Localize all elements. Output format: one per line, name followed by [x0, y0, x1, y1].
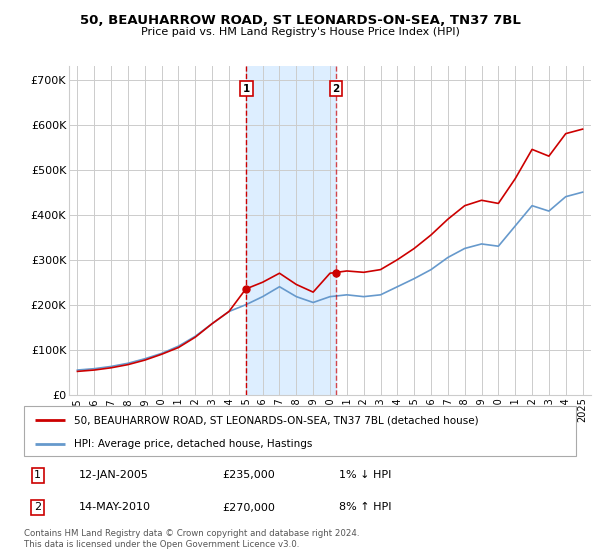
Text: £235,000: £235,000 [223, 470, 275, 480]
Bar [247, 66, 336, 395]
Text: 12-JAN-2005: 12-JAN-2005 [79, 470, 149, 480]
Text: 1: 1 [242, 83, 250, 94]
Point [331, 269, 341, 278]
Text: 2: 2 [34, 502, 41, 512]
Text: Contains HM Land Registry data © Crown copyright and database right 2024.
This d: Contains HM Land Registry data © Crown c… [24, 529, 359, 549]
FancyBboxPatch shape [24, 406, 576, 456]
Text: 2: 2 [332, 83, 340, 94]
Text: 14-MAY-2010: 14-MAY-2010 [79, 502, 151, 512]
Text: 1: 1 [34, 470, 41, 480]
Text: 50, BEAUHARROW ROAD, ST LEONARDS-ON-SEA, TN37 7BL (detached house): 50, BEAUHARROW ROAD, ST LEONARDS-ON-SEA,… [74, 415, 478, 425]
Text: Price paid vs. HM Land Registry's House Price Index (HPI): Price paid vs. HM Land Registry's House … [140, 27, 460, 37]
Text: 1% ↓ HPI: 1% ↓ HPI [338, 470, 391, 480]
Text: 50, BEAUHARROW ROAD, ST LEONARDS-ON-SEA, TN37 7BL: 50, BEAUHARROW ROAD, ST LEONARDS-ON-SEA,… [80, 14, 520, 27]
Text: 8% ↑ HPI: 8% ↑ HPI [338, 502, 391, 512]
Text: HPI: Average price, detached house, Hastings: HPI: Average price, detached house, Hast… [74, 439, 312, 449]
Text: £270,000: £270,000 [223, 502, 275, 512]
Point [242, 284, 251, 293]
